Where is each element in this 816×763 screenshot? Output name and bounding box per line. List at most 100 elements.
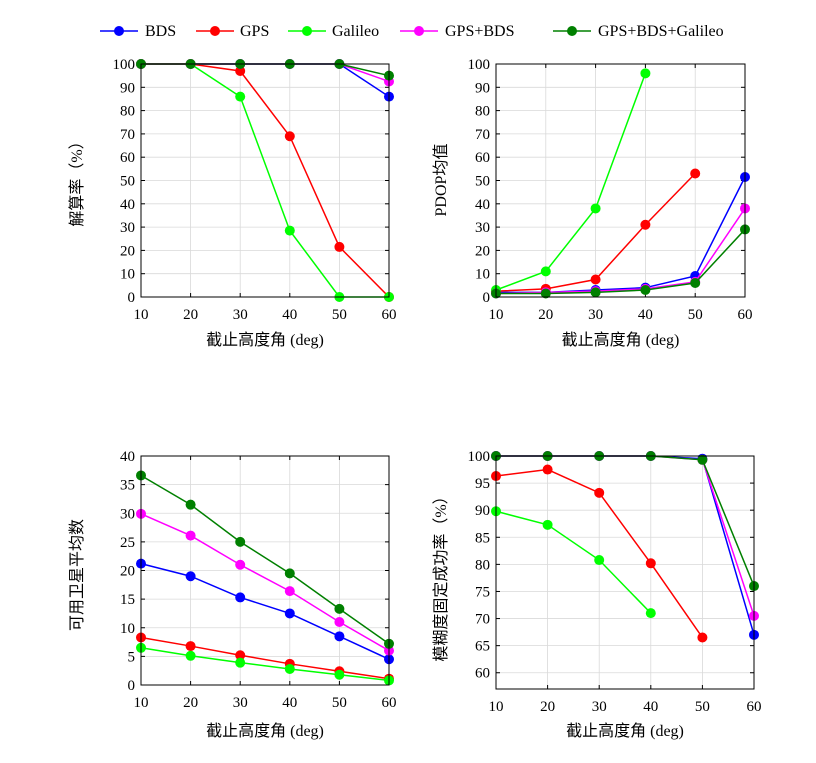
x-tick-label: 10: [134, 695, 149, 711]
legend-marker: [567, 26, 577, 36]
y-tick-label: 35: [120, 478, 135, 494]
data-point: [590, 274, 601, 285]
series-line: [140, 647, 390, 682]
y-tick-label: 0: [483, 290, 491, 306]
y-tick-label: 90: [475, 503, 490, 519]
data-point: [540, 266, 551, 277]
legend-item-gps: GPS: [196, 23, 269, 40]
data-point: [284, 663, 295, 674]
x-tick-label: 20: [538, 307, 553, 323]
data-point: [185, 641, 196, 652]
series-gps: [491, 464, 708, 643]
series-gps-bds-galileo: [491, 224, 750, 299]
x-tick-label: 50: [688, 307, 703, 323]
x-tick-label: 50: [695, 699, 710, 715]
x-tick-label: 40: [282, 307, 297, 323]
data-point: [284, 131, 295, 142]
y-tick-label: 20: [475, 243, 490, 259]
series-line: [495, 208, 746, 295]
x-tick-label: 40: [282, 695, 297, 711]
data-point: [235, 91, 246, 102]
x-axis-label: 截止高度角 (deg): [206, 722, 324, 740]
legend-marker: [414, 26, 424, 36]
x-axis-label: 截止高度角 (deg): [206, 331, 324, 349]
x-tick-label: 20: [183, 307, 198, 323]
y-axis-label: 可用卫星平均数: [68, 519, 86, 631]
y-tick-label: 10: [475, 267, 490, 283]
legend-label: GPS+BDS: [445, 23, 515, 40]
x-tick-label: 10: [489, 699, 504, 715]
legend-label: GPS: [240, 23, 269, 40]
ticks: 10 20 30 40 50 60 60 65 70 75 80 85 90 95 100: [468, 449, 762, 715]
x-tick-label: 40: [643, 699, 658, 715]
data-point: [235, 559, 246, 570]
data-point: [284, 608, 295, 619]
x-tick-label: 50: [332, 695, 347, 711]
grid: [140, 455, 390, 686]
x-tick-label: 30: [592, 699, 607, 715]
x-tick-label: 60: [738, 307, 753, 323]
legend-marker: [210, 26, 220, 36]
x-tick-label: 30: [588, 307, 603, 323]
y-tick-label: 80: [475, 557, 490, 573]
y-tick-label: 90: [120, 80, 135, 96]
data-point: [542, 519, 553, 530]
data-point: [590, 287, 601, 298]
data-point: [640, 219, 651, 230]
legend-item-gps-bds-galileo: GPS+BDS+Galileo: [553, 23, 724, 40]
series-gps-bds-galileo: [136, 470, 394, 649]
y-tick-label: 65: [475, 639, 490, 655]
legend-label: BDS: [145, 23, 176, 40]
x-tick-label: 60: [747, 699, 762, 715]
data-point: [185, 571, 196, 582]
data-point: [235, 592, 246, 603]
y-tick-label: 70: [475, 127, 490, 143]
y-axis-label: 解算率（%）: [67, 133, 86, 226]
data-point: [690, 168, 701, 179]
y-tick-label: 85: [475, 530, 490, 546]
data-point: [334, 603, 345, 614]
y-tick-label: 60: [475, 666, 490, 682]
plot-area: [496, 456, 754, 689]
series-gps-bds: [136, 508, 394, 656]
y-tick-label: 100: [468, 57, 491, 73]
data-point: [334, 631, 345, 642]
data-point: [594, 555, 605, 566]
y-tick-label: 30: [120, 220, 135, 236]
chart-pdop-mean: 10 20 30 40 50 600102030405060708090100截止高度角 …: [432, 57, 753, 349]
ticks: 10 20 30 40 50 60 0 5 10 15 20 25 30 35 40: [120, 449, 397, 711]
series-line: [140, 474, 390, 645]
data-point: [697, 454, 708, 465]
y-tick-label: 10: [120, 621, 135, 637]
legend-item-gps-bds: GPS+BDS: [400, 23, 515, 40]
x-tick-label: 60: [382, 307, 397, 323]
chart-ambiguity-fix-rate: 10 20 30 40 50 60 60 65 70 75 80 85 90 95 100 截止高度角 (de…: [432, 449, 762, 740]
y-tick-label: 80: [120, 104, 135, 120]
series-line: [140, 513, 390, 652]
data-point: [645, 608, 656, 619]
x-tick-label: 10: [489, 307, 504, 323]
x-axis-label: 截止高度角 (deg): [562, 331, 680, 349]
y-tick-label: 95: [475, 476, 490, 492]
y-tick-label: 5: [128, 649, 136, 665]
y-axis-label: 模糊度固定成功率（%）: [432, 488, 450, 661]
data-point: [645, 558, 656, 569]
y-axis-label: PDOP均值: [432, 144, 450, 217]
series-line: [140, 562, 390, 660]
y-tick-label: 20: [120, 564, 135, 580]
y-tick-label: 100: [468, 449, 491, 465]
y-tick-label: 60: [120, 150, 135, 166]
legend-label: Galileo: [332, 23, 379, 40]
y-tick-label: 90: [475, 80, 490, 96]
series-line: [496, 228, 746, 295]
data-point: [697, 632, 708, 643]
y-tick-label: 25: [120, 535, 135, 551]
data-point: [284, 225, 295, 236]
x-tick-label: 20: [183, 695, 198, 711]
data-point: [334, 241, 345, 252]
data-point: [284, 586, 295, 597]
y-tick-label: 0: [128, 678, 136, 694]
y-tick-label: 10: [120, 267, 135, 283]
